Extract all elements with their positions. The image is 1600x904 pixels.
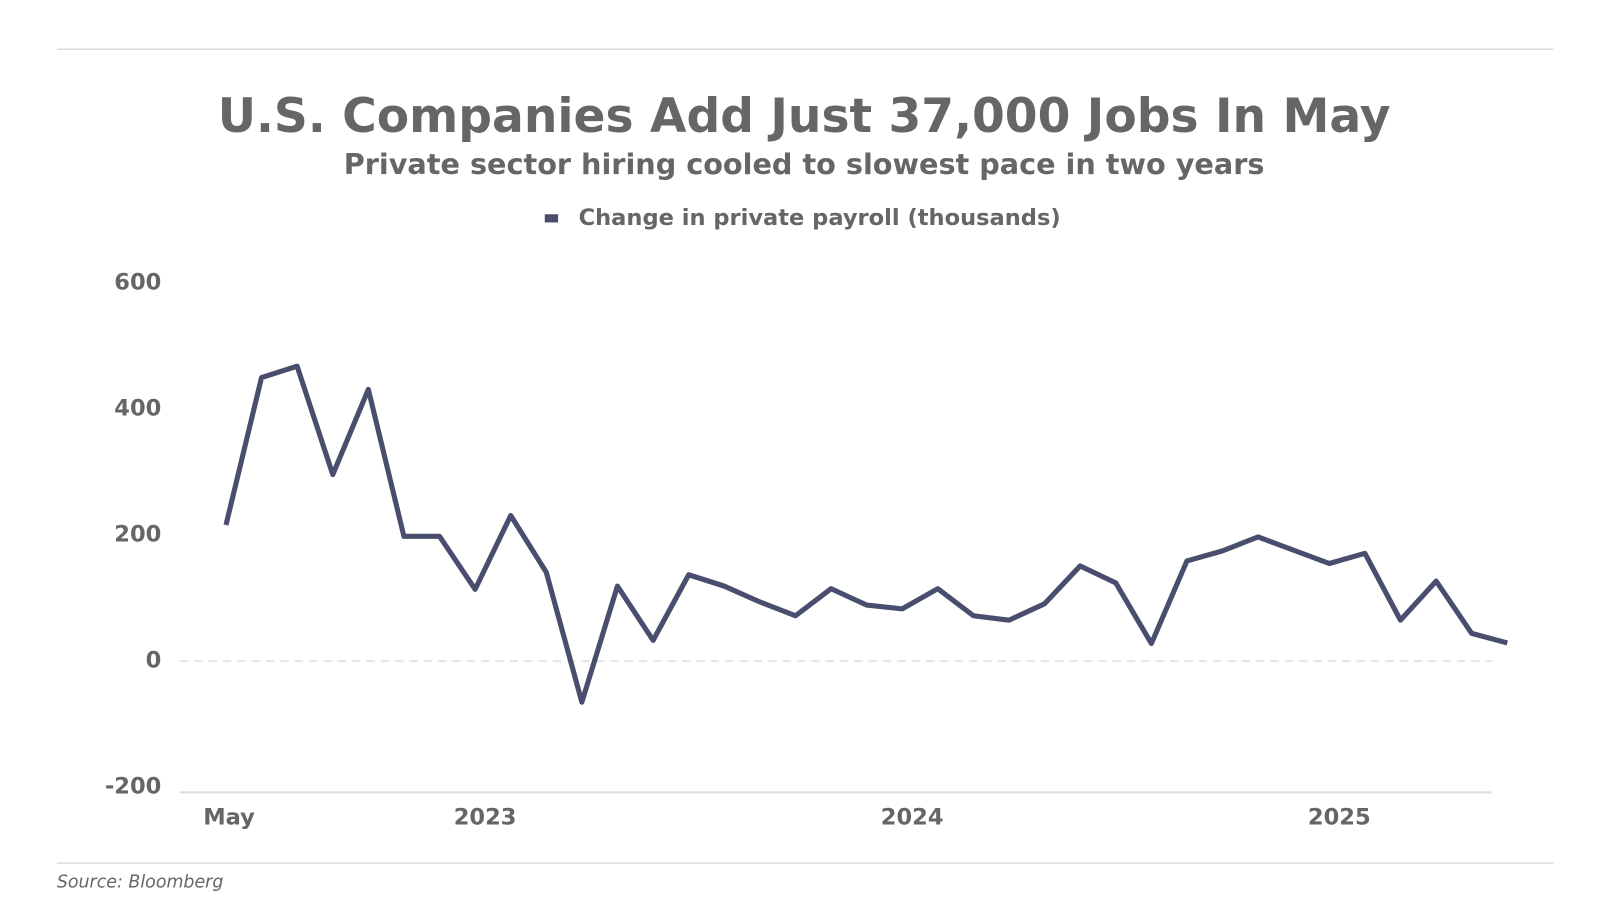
x-tick-label: 2025 bbox=[1308, 804, 1371, 830]
y-tick-label: 600 bbox=[114, 269, 161, 295]
x-tick-label: May bbox=[203, 804, 255, 830]
legend-label: Change in private payroll (thousands) bbox=[579, 205, 1061, 231]
chart-title: U.S. Companies Add Just 37,000 Jobs In M… bbox=[218, 89, 1391, 144]
chart-subtitle: Private sector hiring cooled to slowest … bbox=[344, 147, 1265, 181]
x-tick-label: 2024 bbox=[881, 804, 944, 830]
y-tick-label: 0 bbox=[146, 648, 162, 674]
y-tick-label: -200 bbox=[105, 774, 161, 800]
data-line bbox=[223, 363, 1508, 705]
y-tick-label: 400 bbox=[114, 395, 161, 421]
y-tick-label: 200 bbox=[114, 522, 161, 548]
legend-swatch bbox=[544, 214, 559, 223]
x-tick-label: 2023 bbox=[454, 804, 517, 830]
source: Source: Bloomberg bbox=[57, 873, 224, 893]
